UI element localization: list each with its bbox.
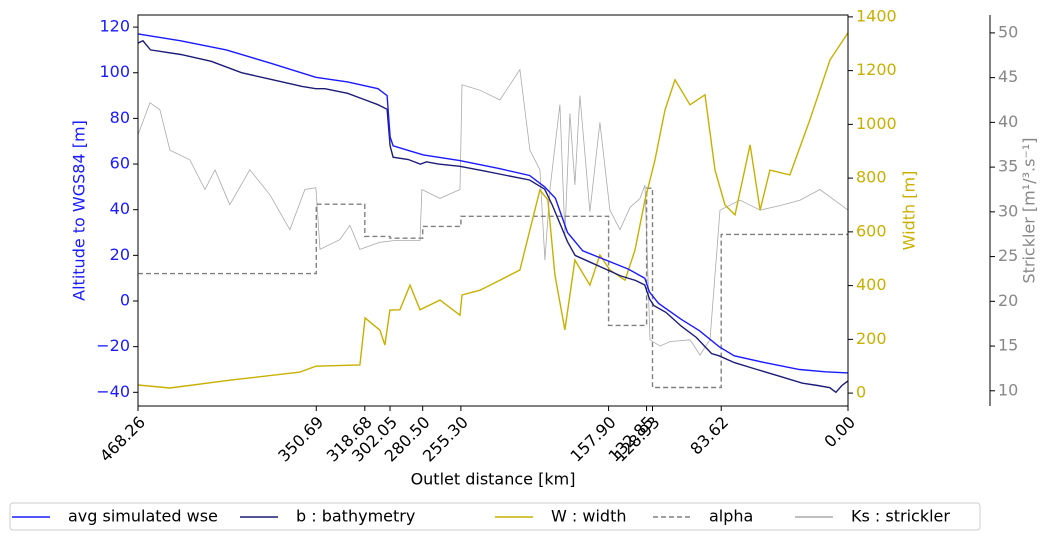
y3-tick-label: 10 [998,380,1018,399]
series-line [137,68,849,356]
y2-tick-label: 400 [856,275,887,294]
y2-tick-label: 600 [856,221,887,240]
y-tick-label: 20 [110,245,130,264]
plot-frame [137,14,849,407]
y3-tick-label: 20 [998,291,1018,310]
x-tick-label: 0.00 [820,413,859,452]
y2-tick-label: 1000 [856,114,897,133]
legend-label: Ks : strickler [851,507,950,526]
y-tick-label: 0 [120,291,130,310]
series-line [137,33,849,374]
y2-tick-label: 0 [856,383,866,402]
y-tick-label: −40 [96,382,130,401]
legend-label: avg simulated wse [68,507,218,526]
x-tick-label: 83.62 [686,413,732,459]
series-line [138,187,848,389]
series-line [137,39,849,394]
x-axis-label: Outlet distance [km] [411,470,576,489]
y3-tick-label: 50 [998,22,1018,41]
y-tick-label: 100 [99,62,130,81]
y-tick-label: 120 [99,17,130,36]
y3-tick-label: 25 [998,246,1018,265]
y-axis-label: Altitude to WGS84 [m] [70,120,89,301]
y3-tick-label: 30 [998,201,1018,220]
y2-tick-label: 1400 [856,6,897,25]
y3-tick-label: 15 [998,336,1018,355]
series-line [137,32,849,389]
x-tick-label: 468.26 [96,413,149,466]
y3-tick-label: 35 [998,157,1018,176]
y-tick-label: −20 [96,336,130,355]
y-tick-label: 40 [110,199,130,218]
x-tick-label: 350.69 [274,413,327,466]
legend-label: alpha [709,507,753,526]
y-tick-label: 60 [110,154,130,173]
y3-tick-label: 45 [998,67,1018,86]
y3-axis-label: Strickler [m¹/³.s⁻¹] [1020,137,1039,283]
legend-label: b : bathymetry [296,507,415,526]
y2-tick-label: 800 [856,168,887,187]
legend-label: W : width [551,507,626,526]
y2-axis-label: Width [m] [900,171,919,251]
y-tick-label: 80 [110,108,130,127]
y2-tick-label: 1200 [856,60,897,79]
y3-tick-label: 40 [998,112,1018,131]
y2-tick-label: 200 [856,329,887,348]
